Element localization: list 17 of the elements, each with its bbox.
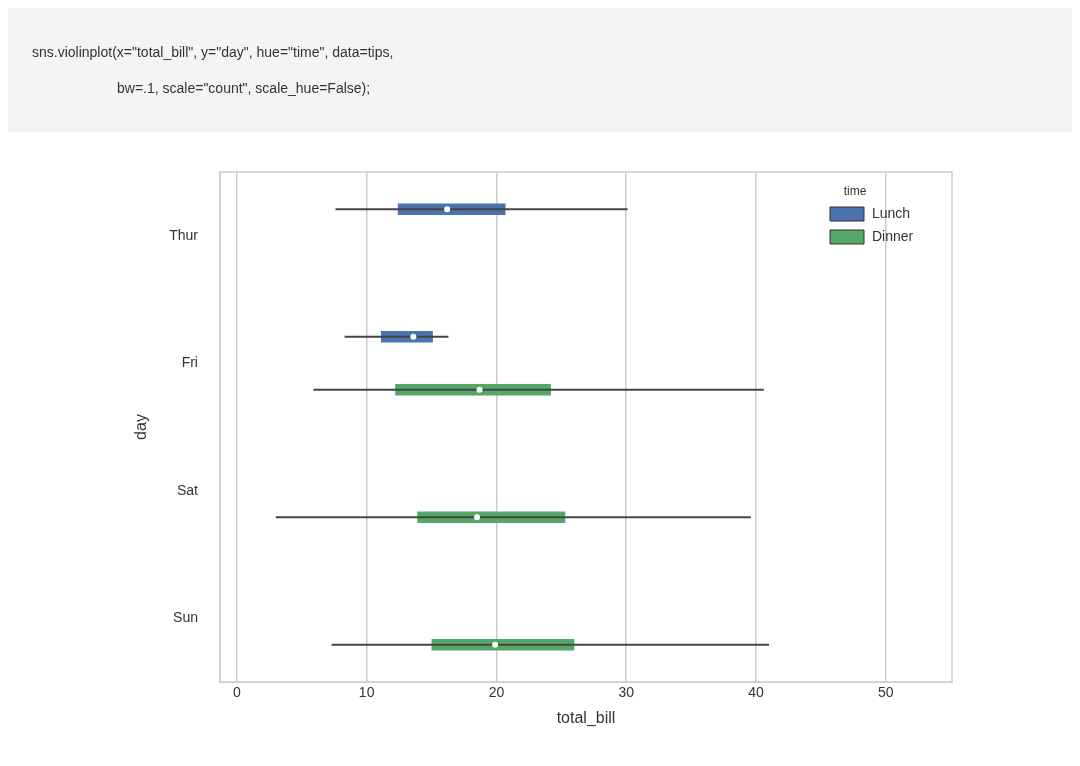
text: sns.violinplot(x="total_bill", y="day", hue="time", data=tips, bbox=[32, 43, 395, 62]
x-tick-label: 50 bbox=[878, 684, 894, 701]
y-tick-label: Fri bbox=[181, 354, 198, 371]
x-tick-label: 10 bbox=[358, 684, 375, 701]
legend-label: Lunch bbox=[872, 204, 911, 221]
text: bw=.1, scale="count", scale_hue=False); bbox=[116, 79, 372, 98]
x-tick-label: 0 bbox=[232, 684, 241, 701]
y-tick-label: Sun bbox=[173, 609, 198, 626]
legend-title: time bbox=[843, 184, 867, 199]
y-axis-title: day bbox=[132, 414, 150, 440]
y-tick-label: Sat bbox=[176, 481, 199, 498]
x-tick-label: 40 bbox=[748, 684, 765, 701]
x-axis-title: total_bill bbox=[556, 708, 616, 727]
x-tick-label: 30 bbox=[618, 684, 635, 701]
y-tick-label: Thur bbox=[169, 226, 199, 243]
legend-label: Dinner bbox=[872, 227, 914, 244]
x-tick-label: 20 bbox=[488, 684, 505, 701]
